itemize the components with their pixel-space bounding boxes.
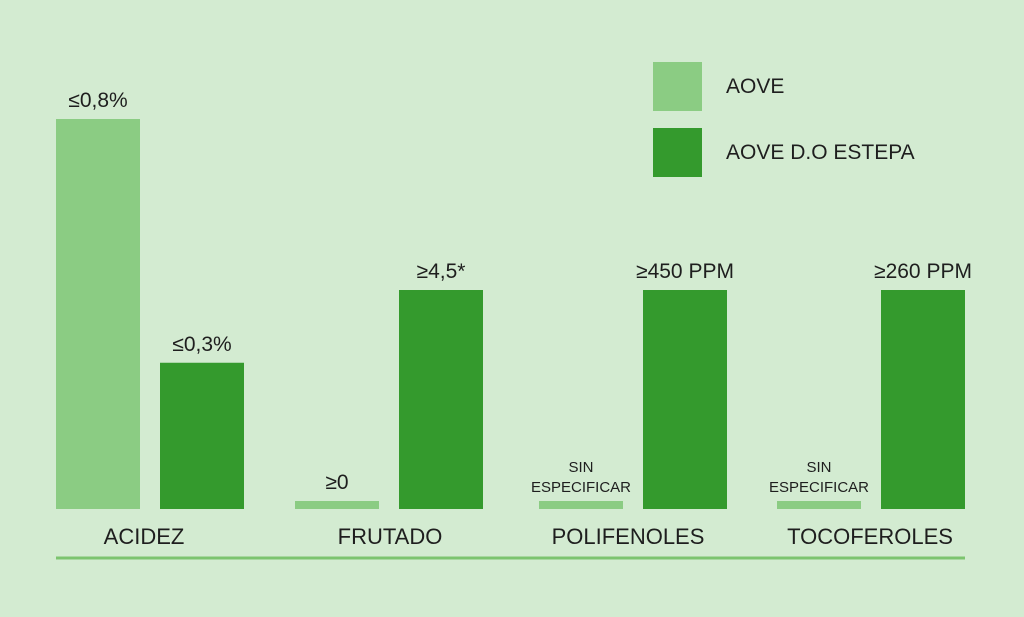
bar-aove-polifenoles xyxy=(539,501,623,509)
data-label-aove-d-o-estepa-frutado: ≥4,5* xyxy=(417,260,466,283)
legend-swatch-aove xyxy=(653,62,702,111)
bar-aove-d-o-estepa-acidez xyxy=(160,362,244,509)
data-label-aove-polifenoles-line1: SIN xyxy=(568,459,593,476)
bar-aove-d-o-estepa-polifenoles xyxy=(643,290,727,509)
data-label-aove-tocoferoles-line2: ESPECIFICAR xyxy=(769,479,869,496)
category-label-frutado: FRUTADO xyxy=(338,524,443,549)
data-label-aove-polifenoles-line2: ESPECIFICAR xyxy=(531,479,631,496)
bar-aove-acidez xyxy=(56,119,140,509)
data-label-aove-d-o-estepa-tocoferoles: ≥260 PPM xyxy=(874,260,972,283)
category-label-acidez: ACIDEZ xyxy=(104,524,185,549)
bar-aove-tocoferoles xyxy=(777,501,861,509)
data-label-aove-tocoferoles-line1: SIN xyxy=(806,459,831,476)
category-label-polifenoles: POLIFENOLES xyxy=(552,524,705,549)
bar-aove-d-o-estepa-tocoferoles xyxy=(881,290,965,509)
legend-label-aove: AOVE xyxy=(726,75,784,98)
category-label-tocoferoles: TOCOFEROLES xyxy=(787,524,953,549)
data-label-aove-acidez: ≤0,8% xyxy=(68,89,127,112)
data-label-aove-d-o-estepa-acidez: ≤0,3% xyxy=(172,333,231,356)
data-label-aove-frutado: ≥0 xyxy=(325,471,348,494)
bar-aove-frutado xyxy=(295,501,379,509)
legend-label-aove-d-o-estepa: AOVE D.O ESTEPA xyxy=(726,141,915,164)
bar-aove-d-o-estepa-frutado xyxy=(399,290,483,509)
data-label-aove-d-o-estepa-polifenoles: ≥450 PPM xyxy=(636,260,734,283)
legend-swatch-aove-d-o-estepa xyxy=(653,128,702,177)
